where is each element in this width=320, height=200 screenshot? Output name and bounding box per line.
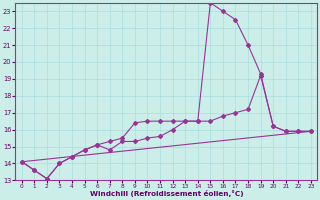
X-axis label: Windchill (Refroidissement éolien,°C): Windchill (Refroidissement éolien,°C) [90,190,243,197]
